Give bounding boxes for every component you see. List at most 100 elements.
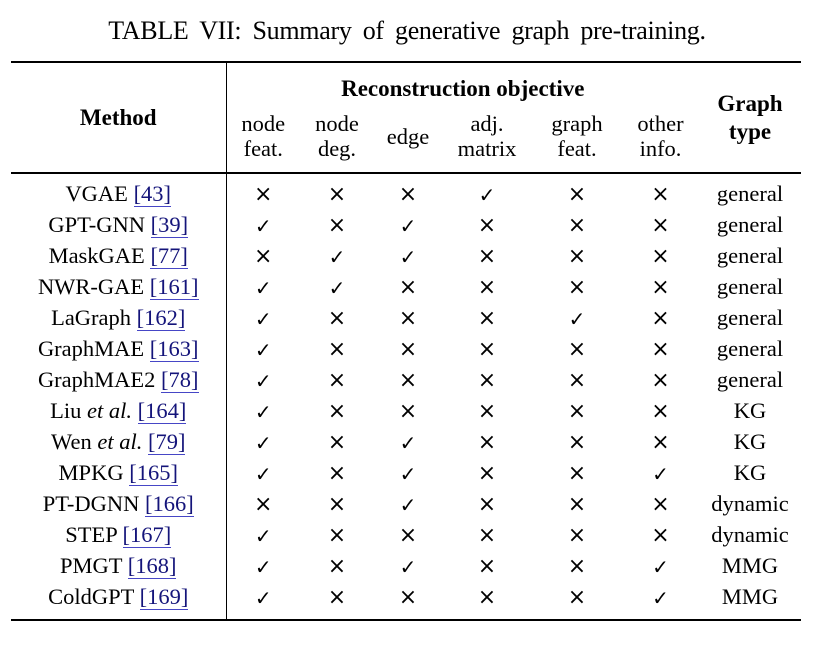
cross-mark: ×	[398, 181, 418, 207]
graph-type-cell: dynamic	[711, 491, 789, 517]
cross-mark: ×	[398, 336, 418, 362]
cross-mark: ×	[477, 491, 497, 517]
check-mark: ✓	[254, 461, 272, 486]
cross-mark: ×	[327, 491, 347, 517]
cross-mark: ×	[327, 553, 347, 579]
cross-mark: ×	[567, 584, 587, 610]
table-caption: TABLE VII: Summary of generative graph p…	[108, 16, 706, 45]
cross-mark: ×	[327, 398, 347, 424]
cross-mark: ×	[651, 398, 670, 424]
method-name: MaskGAE	[48, 243, 145, 269]
table-row: Liu et al. [164] ✓ × × × × × KG	[11, 396, 801, 427]
cross-mark: ×	[651, 305, 670, 331]
check-mark: ✓	[652, 461, 669, 486]
method-cell: GPT-GNN [39]	[11, 210, 227, 241]
subcol-header-other-info: other info.	[622, 102, 700, 174]
check-mark: ✓	[399, 430, 417, 455]
method-cell: PMGT [168]	[11, 551, 227, 582]
check-mark: ✓	[399, 554, 417, 579]
graph-type-cell: general	[716, 367, 784, 393]
table-row: LaGraph [162] ✓ × × × ✓ × general	[11, 303, 801, 334]
citation-link[interactable]: [163]	[149, 336, 199, 363]
citation-link[interactable]: [79]	[147, 429, 186, 456]
cross-mark: ×	[477, 584, 497, 610]
method-cell: MPKG [165]	[11, 458, 227, 489]
check-mark: ✓	[399, 492, 417, 517]
citation-link[interactable]: [39]	[150, 212, 189, 239]
method-name: LaGraph	[51, 305, 132, 331]
cross-mark: ×	[477, 522, 497, 548]
check-mark: ✓	[568, 306, 586, 331]
col-group-reconstruction-objective: Reconstruction objective	[341, 76, 585, 101]
cross-mark: ×	[398, 584, 418, 610]
cross-mark: ×	[398, 274, 418, 300]
subcol-header-adj-matrix: adj. matrix	[442, 102, 532, 174]
citation-link[interactable]: [43]	[133, 181, 172, 208]
check-mark: ✓	[652, 585, 669, 610]
cross-mark: ×	[567, 491, 587, 517]
method-name-italic: et al.	[91, 429, 143, 455]
citation-link[interactable]: [167]	[122, 522, 172, 549]
graph-type-cell: general	[716, 274, 784, 300]
cross-mark: ×	[327, 212, 347, 238]
graph-type-line2: type	[728, 118, 772, 144]
table-row: Wen et al. [79] ✓ × ✓ × × × KG	[11, 427, 801, 458]
cross-mark: ×	[567, 460, 587, 486]
citation-link[interactable]: [169]	[139, 584, 189, 611]
table-row: GraphMAE [163] ✓ × × × × × general	[11, 334, 801, 365]
cross-mark: ×	[398, 367, 418, 393]
table-row: GPT-GNN [39] ✓ × ✓ × × × general	[11, 210, 801, 241]
method-cell: ColdGPT [169]	[11, 582, 227, 620]
subcol-header-node-feat: node feat.	[226, 102, 300, 174]
method-name: ColdGPT	[48, 584, 134, 610]
method-name: PT-DGNN	[42, 491, 140, 517]
check-mark: ✓	[399, 213, 417, 238]
cross-mark: ×	[327, 460, 347, 486]
check-mark: ✓	[254, 523, 272, 548]
check-mark: ✓	[254, 306, 272, 331]
citation-link[interactable]: [162]	[136, 305, 186, 332]
method-name: Wen	[51, 429, 92, 455]
graph-type-line1: Graph	[717, 90, 783, 116]
citation-link[interactable]: [168]	[127, 553, 177, 580]
check-mark: ✓	[254, 554, 272, 579]
graph-type-cell: KG	[733, 460, 767, 486]
graph-type-cell: KG	[733, 429, 767, 455]
check-mark: ✓	[328, 244, 346, 269]
check-mark: ✓	[254, 213, 272, 238]
citation-link[interactable]: [78]	[161, 367, 199, 394]
method-cell: LaGraph [162]	[11, 303, 227, 334]
citation-link[interactable]: [164]	[137, 398, 187, 425]
cross-mark: ×	[651, 181, 670, 207]
table-row: VGAE [43] × × × ✓ × × general	[11, 173, 801, 210]
generative-pretraining-summary-table: Method Reconstruction objective Graph typ…	[11, 61, 802, 621]
method-name: GraphMAE	[37, 336, 145, 362]
cross-mark: ×	[567, 429, 587, 455]
method-cell: Liu et al. [164]	[11, 396, 227, 427]
cross-mark: ×	[651, 491, 670, 517]
check-mark: ✓	[478, 182, 496, 207]
cross-mark: ×	[567, 522, 587, 548]
check-mark: ✓	[254, 337, 272, 362]
cross-mark: ×	[651, 336, 670, 362]
graph-type-cell: KG	[733, 398, 767, 424]
table-body: VGAE [43] × × × ✓ × × general GPT-GNN [39] ✓ × ✓ × × ×…	[11, 173, 801, 620]
citation-link[interactable]: [165]	[129, 460, 178, 487]
col-header-graph-type: Graph type	[699, 62, 802, 174]
method-cell: STEP [167]	[11, 520, 227, 551]
method-name: STEP	[65, 522, 117, 548]
cross-mark: ×	[477, 367, 497, 393]
graph-type-cell: MMG	[721, 584, 779, 610]
citation-link[interactable]: [161]	[149, 274, 199, 301]
table-row: PMGT [168] ✓ × ✓ × × ✓ MMG	[11, 551, 801, 582]
cross-mark: ×	[651, 429, 670, 455]
cross-mark: ×	[327, 367, 347, 393]
cross-mark: ×	[651, 274, 670, 300]
table-row: PT-DGNN [166] × × ✓ × × × dynamic	[11, 489, 801, 520]
citation-link[interactable]: [166]	[145, 491, 194, 518]
check-mark: ✓	[399, 244, 417, 269]
cross-mark: ×	[398, 305, 418, 331]
citation-link[interactable]: [77]	[150, 243, 188, 270]
cross-mark: ×	[327, 429, 347, 455]
method-cell: GraphMAE [163]	[11, 334, 227, 365]
